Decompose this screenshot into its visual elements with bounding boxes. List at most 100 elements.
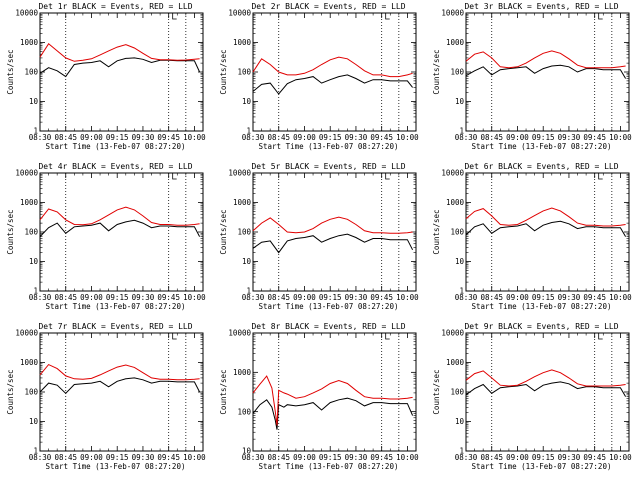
- x-tick-label: 09:30: [558, 133, 581, 142]
- y-axis-title: Counts/sec: [432, 49, 441, 94]
- x-tick-label: 09:15: [319, 133, 342, 142]
- detector-chart-9: Det 9r BLACK = Events, RED = LLD 1 10 100 10…: [432, 322, 632, 471]
- x-tick-label: 09:30: [132, 453, 155, 462]
- series-line-events: [39, 219, 201, 237]
- detector-panel-8: Det 8r BLACK = Events, RED = LLD 10 100 100…: [213, 320, 426, 480]
- y-tick-label: 10: [29, 257, 39, 266]
- chart-title: Det 6r BLACK = Events, RED = LLD: [464, 162, 618, 171]
- x-tick-label: 08:30: [455, 133, 478, 142]
- x-tick-label: 09:45: [583, 293, 606, 302]
- x-tick-label: 08:30: [242, 133, 265, 142]
- x-tick-label: 08:30: [29, 293, 52, 302]
- bracket-marker: [598, 173, 603, 180]
- series-line-events: [465, 381, 627, 397]
- x-tick-label: 10:00: [609, 293, 632, 302]
- y-tick-label: 10000: [15, 169, 38, 178]
- y-tick-label: 1: [459, 447, 464, 456]
- y-tick-label: 100: [237, 407, 251, 416]
- detector-chart-2: Det 2r BLACK = Events, RED = LLD 1 10 100 10…: [219, 2, 419, 151]
- x-tick-label: 09:15: [319, 293, 342, 302]
- y-tick-label: 10: [29, 97, 39, 106]
- x-tick-label: 09:00: [80, 133, 103, 142]
- series-line-lld: [465, 50, 626, 69]
- detector-panel-2: Det 2r BLACK = Events, RED = LLD 1 10 100 10…: [213, 0, 426, 160]
- x-tick-label: 09:30: [132, 293, 155, 302]
- x-tick-label: 09:45: [157, 453, 180, 462]
- x-axis-title: Start Time (13-Feb-07 08:27:20): [259, 462, 399, 471]
- x-tick-label: 10:00: [183, 293, 206, 302]
- detector-chart-6: Det 6r BLACK = Events, RED = LLD 1 10 100 10…: [432, 162, 632, 311]
- series-line-events: [39, 377, 201, 395]
- series-line-lld: [39, 206, 200, 226]
- x-tick-label: 09:45: [157, 293, 180, 302]
- x-tick-label: 09:00: [293, 133, 316, 142]
- series-line-events: [465, 64, 627, 79]
- y-tick-label: 1000: [233, 198, 252, 207]
- bracket-marker: [385, 333, 390, 340]
- x-tick-label: 09:30: [345, 453, 368, 462]
- bracket-marker: [172, 333, 177, 340]
- y-axis-title: Counts/sec: [432, 369, 441, 414]
- x-axis-title: Start Time (13-Feb-07 08:27:20): [472, 142, 612, 151]
- series-line-lld: [465, 369, 626, 387]
- y-axis-title: Counts/sec: [219, 369, 228, 414]
- y-tick-label: 100: [24, 228, 38, 237]
- x-tick-label: 08:45: [480, 133, 503, 142]
- chart-title: Det 8r BLACK = Events, RED = LLD: [251, 322, 405, 331]
- x-tick-label: 09:30: [132, 133, 155, 142]
- x-tick-label: 09:15: [532, 453, 555, 462]
- x-tick-label: 08:30: [242, 453, 265, 462]
- x-axis-title: Start Time (13-Feb-07 08:27:20): [472, 302, 612, 311]
- y-tick-label: 1000: [20, 38, 39, 47]
- y-axis-title: Counts/sec: [219, 49, 228, 94]
- x-tick-label: 09:30: [558, 293, 581, 302]
- x-tick-label: 09:45: [370, 293, 393, 302]
- y-tick-label: 10000: [228, 9, 251, 18]
- x-tick-label: 08:30: [29, 453, 52, 462]
- detector-panel-3: Det 3r BLACK = Events, RED = LLD 1 10 100 10…: [426, 0, 639, 160]
- y-tick-label: 10: [242, 257, 252, 266]
- x-tick-label: 09:45: [370, 133, 393, 142]
- x-tick-label: 08:45: [480, 453, 503, 462]
- x-tick-label: 10:00: [183, 133, 206, 142]
- x-tick-label: 10:00: [396, 133, 419, 142]
- x-tick-label: 09:15: [106, 293, 129, 302]
- y-axis-title: Counts/sec: [6, 49, 15, 94]
- chart-title: Det 3r BLACK = Events, RED = LLD: [464, 2, 618, 11]
- detector-chart-7: Det 7r BLACK = Events, RED = LLD 1 10 100 10…: [6, 322, 206, 471]
- x-tick-label: 09:45: [157, 133, 180, 142]
- y-tick-label: 10000: [441, 169, 464, 178]
- series-line-events: [252, 397, 414, 430]
- x-tick-label: 09:00: [293, 293, 316, 302]
- plot-frame: [465, 12, 630, 132]
- y-tick-label: 10: [455, 417, 465, 426]
- detector-panel-5: Det 5r BLACK = Events, RED = LLD 1 10 100 10…: [213, 160, 426, 320]
- x-tick-label: 08:45: [267, 133, 290, 142]
- y-tick-label: 10: [29, 417, 39, 426]
- x-tick-label: 09:00: [506, 133, 529, 142]
- y-tick-label: 1: [33, 287, 38, 296]
- y-tick-label: 100: [24, 68, 38, 77]
- y-tick-label: 10: [242, 447, 252, 456]
- series-line-lld: [39, 363, 200, 381]
- x-tick-label: 09:45: [370, 453, 393, 462]
- y-axis-title: Counts/sec: [6, 209, 15, 254]
- series-line-lld: [465, 207, 626, 227]
- y-tick-label: 1000: [446, 198, 465, 207]
- x-tick-label: 09:30: [345, 133, 368, 142]
- detector-panel-4: Det 4r BLACK = Events, RED = LLD 1 10 100 10…: [0, 160, 213, 320]
- x-tick-label: 08:45: [54, 133, 77, 142]
- x-tick-label: 08:30: [29, 133, 52, 142]
- y-tick-label: 1: [33, 447, 38, 456]
- y-tick-label: 1000: [20, 198, 39, 207]
- detector-chart-5: Det 5r BLACK = Events, RED = LLD 1 10 100 10…: [219, 162, 419, 311]
- x-tick-label: 09:00: [293, 453, 316, 462]
- series-line-lld: [252, 56, 413, 78]
- x-tick-label: 09:00: [506, 293, 529, 302]
- x-tick-label: 08:45: [267, 293, 290, 302]
- detector-panel-9: Det 9r BLACK = Events, RED = LLD 1 10 100 10…: [426, 320, 639, 480]
- x-tick-label: 09:15: [106, 133, 129, 142]
- x-axis-title: Start Time (13-Feb-07 08:27:20): [259, 142, 399, 151]
- detector-panel-7: Det 7r BLACK = Events, RED = LLD 1 10 100 10…: [0, 320, 213, 480]
- detector-panel-1: Det 1r BLACK = Events, RED = LLD 1 10 100 10…: [0, 0, 213, 160]
